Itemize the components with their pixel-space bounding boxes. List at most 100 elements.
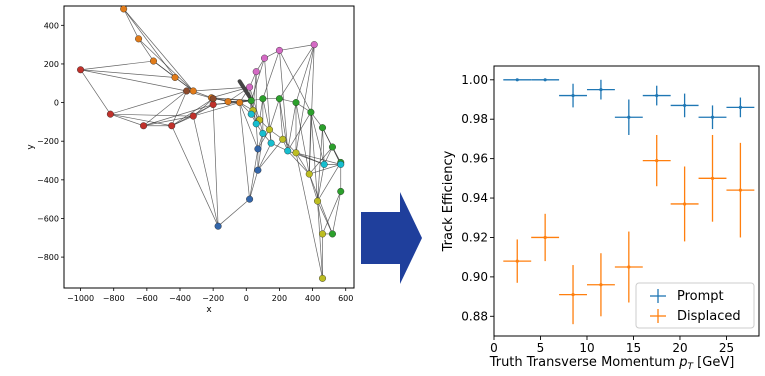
graph-edge [317,200,333,235]
graph-node [267,139,275,147]
graph-edge [213,100,252,105]
graph-edge [279,98,284,140]
efficiency-y-tick-label: 0.96 [461,152,488,166]
efficiency-y-tick-label: 0.98 [461,112,488,126]
graph-edge [250,58,265,101]
errorbar-point [503,78,532,82]
graph-edge [262,50,280,99]
graph-node [265,126,273,134]
graph-y-axis-label: y [26,144,36,150]
efficiency-y-tick-label: 0.88 [461,309,488,323]
graph-x-tick-label: 600 [338,294,353,303]
legend-box [635,282,755,329]
graph-edge [279,98,289,151]
graph-node [314,197,322,205]
graph-edge [110,113,194,117]
efficiency-y-axis-label: Track Efficiency [441,150,456,252]
graph-node [279,135,287,143]
graph-edge [171,98,214,127]
efficiency-plot-frame [493,65,760,337]
graph-x-tick-label: 200 [272,294,287,303]
graph-edge [193,102,240,117]
graph-edge [257,139,284,171]
graph-node [189,87,197,95]
graph-edge [322,127,325,165]
graph-x-tick-label: −200 [202,294,224,303]
graph-y-tick-label: 0 [54,99,59,108]
graph-edge [322,191,342,235]
graph-node [224,98,232,106]
graph-x-tick-label: −400 [169,294,191,303]
legend-displaced-marker [650,309,666,323]
errorbar-marker [655,93,659,98]
graph-edge [262,98,270,130]
graph-node [275,46,283,54]
graph-edge [317,127,323,202]
graph-edge [192,116,219,227]
errorbar-point [670,93,699,118]
graph-edge [287,102,297,151]
graph-node [149,57,157,65]
errorbar-point [726,142,755,238]
errorbar-marker [543,235,547,240]
graph-edge [193,98,214,117]
errorbar-point [614,231,643,303]
errorbar-marker [515,259,519,263]
graph-edge [310,112,325,165]
graph-y-tick-label: −600 [37,214,59,223]
errorbar-point [726,97,755,118]
graph-node [337,160,345,168]
graph-node [259,129,267,137]
graph-y-tick-label: −400 [37,176,59,185]
graph-edge [80,60,154,71]
errorbar-marker [710,176,715,180]
graph-edge [279,50,289,151]
errorbar-marker [738,188,743,192]
errorbar-marker [655,158,659,163]
errorbar-marker [599,88,603,92]
graph-edge [249,87,260,121]
graph-edge [80,69,187,92]
graph-edge [110,90,187,115]
efficiency-series [503,78,755,325]
graph-node [252,120,260,128]
graph-edge [143,90,187,127]
graph-edge [138,38,154,62]
errorbar-marker [599,283,603,287]
errorbar-point [642,134,671,187]
graph-edge [123,8,176,78]
graph-x-tick-label: −800 [103,294,125,303]
graph-node [328,143,336,151]
graph-edge [123,8,194,92]
errorbar-point [698,134,727,222]
efficiency-plot: 0 5 10 15 20 25 0.880.900.920.940.960.981.00 … [441,65,760,372]
graph-node [310,41,318,49]
graph-node [319,230,327,238]
graph-node [183,87,191,95]
graph-edge [239,102,250,200]
efficiency-y-tick-label: 0.90 [461,270,488,284]
graph-edge [295,44,315,153]
graph-node [307,108,315,116]
graph-edge [239,102,259,150]
graph-edge [309,164,341,175]
legend: Prompt Displaced [635,282,755,329]
graph-edge [259,98,264,121]
graph-x-axis-label: x [206,305,212,315]
legend-prompt-marker [650,289,666,303]
graph-node [328,230,336,238]
graph-y-ticks: 400 200 0 −200 −400 −600 −800 [37,21,64,262]
graph-node [246,195,254,203]
efficiency-x-tick-label: 15 [626,341,641,355]
errorbar-marker [571,293,575,297]
graph-edge [287,150,310,175]
graph-node [252,68,260,76]
graph-x-ticks: −1000 −800 −600 −400 −200 0 200 400 600 [67,288,353,303]
graph-edge [317,162,342,202]
graph-y-tick-label: −200 [37,137,59,146]
legend-displaced-label: Displaced [677,309,741,324]
errorbar-marker [710,115,715,119]
efficiency-x-tick-label: 25 [719,341,734,355]
graph-plot-frame [63,5,355,289]
